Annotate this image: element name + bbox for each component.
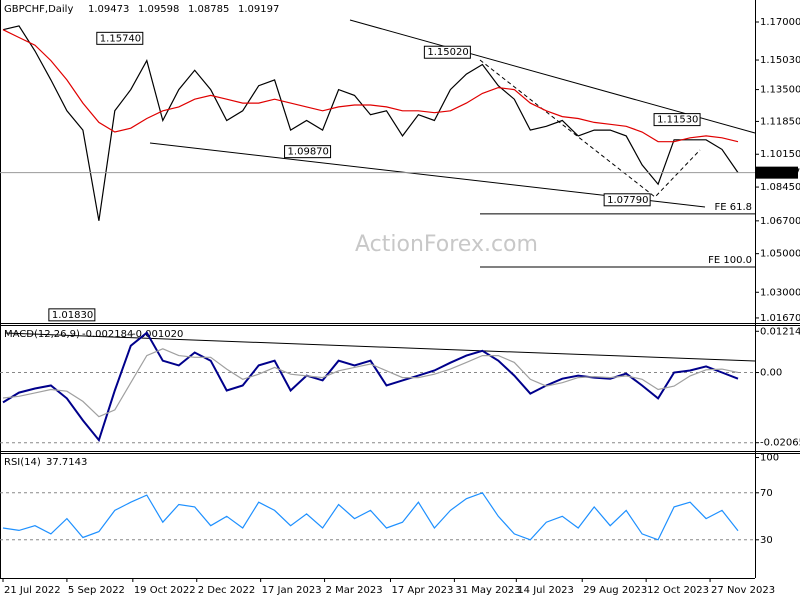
y-tick-label: 1.13500 — [760, 85, 800, 96]
annotation-label: 1.15740 — [100, 33, 141, 44]
y-tick-label: 70 — [760, 488, 773, 499]
annotation-box — [653, 113, 701, 127]
fe-label: FE 61.8 — [714, 202, 752, 213]
last-price-label: 1.09197 — [759, 168, 800, 179]
y-tick-label: 1.08450 — [760, 182, 800, 193]
trendline — [4, 332, 756, 362]
frame — [0, 0, 800, 579]
x-tick-label: 17 Jan 2023 — [262, 585, 322, 596]
series-line — [2, 29, 739, 143]
y-tick-label: -0.020656 — [760, 438, 800, 449]
watermark: ActionForex.com — [355, 232, 538, 257]
series-line — [2, 348, 739, 418]
annotation-label: 1.15020 — [427, 47, 468, 58]
ohlc-value: 1.08785 — [188, 4, 229, 15]
y-tick-label: 1.06700 — [760, 216, 800, 227]
ohlc-value: 1.09598 — [138, 4, 179, 15]
x-tick-label: 27 Nov 2023 — [711, 585, 775, 596]
x-tick-label: 14 Jul 2023 — [517, 585, 574, 596]
x-tick-label: 31 May 2023 — [455, 585, 520, 596]
indicator-value: -0.001020 — [132, 329, 183, 340]
y-tick-label: 1.15030 — [760, 55, 800, 66]
y-tick-label: 1.11850 — [760, 116, 800, 127]
y-tick-label: 1.01670 — [760, 313, 800, 324]
x-tick-label: 2 Mar 2023 — [326, 585, 383, 596]
annotation-box — [603, 193, 651, 207]
last-price-box — [756, 166, 798, 179]
y-tick-label: 1.05000 — [760, 249, 800, 260]
x-tick-label: 17 Apr 2023 — [391, 585, 453, 596]
x-tick-label: 29 Aug 2023 — [583, 585, 647, 596]
panel-title: RSI(14) — [4, 457, 41, 468]
annotation-label: 1.01830 — [52, 310, 93, 321]
series-line — [2, 492, 739, 541]
x-tick-label: 21 Jul 2022 — [4, 585, 61, 596]
y-tick-label: 1.03000 — [760, 287, 800, 298]
chart-title: GBPCHF,Daily — [4, 4, 73, 15]
y-tick-label: 0.012145 — [760, 326, 800, 337]
annotation-label: 1.09870 — [288, 147, 329, 158]
y-tick-label: 100 — [760, 453, 779, 464]
x-tick-label: 5 Sep 2022 — [68, 585, 125, 596]
ohlc-value: 1.09473 — [88, 4, 129, 15]
ohlc-value: 1.09197 — [238, 4, 279, 15]
series-line — [2, 25, 739, 221]
y-tick-label: 0.00 — [760, 368, 782, 379]
annotation-box — [284, 145, 332, 159]
annotation-box — [423, 45, 471, 59]
indicator-value: -0.002184 — [82, 329, 133, 340]
y-tick-label: 1.10150 — [760, 149, 800, 160]
fe-label: FE 100.0 — [708, 255, 752, 266]
x-tick-label: 2 Dec 2022 — [198, 585, 256, 596]
annotation-label: 1.07790 — [607, 195, 648, 206]
indicator-value: 37.7143 — [46, 457, 87, 468]
x-tick-label: 12 Oct 2023 — [647, 585, 709, 596]
annotation-box — [48, 308, 96, 322]
annotation-label: 1.11530 — [657, 115, 698, 126]
y-tick-label: 1.17000 — [760, 17, 800, 28]
panel-title: MACD(12,26,9) — [4, 329, 80, 340]
x-tick-label: 19 Oct 2022 — [134, 585, 196, 596]
annotation-box — [96, 31, 144, 45]
y-tick-label: 30 — [760, 535, 773, 546]
